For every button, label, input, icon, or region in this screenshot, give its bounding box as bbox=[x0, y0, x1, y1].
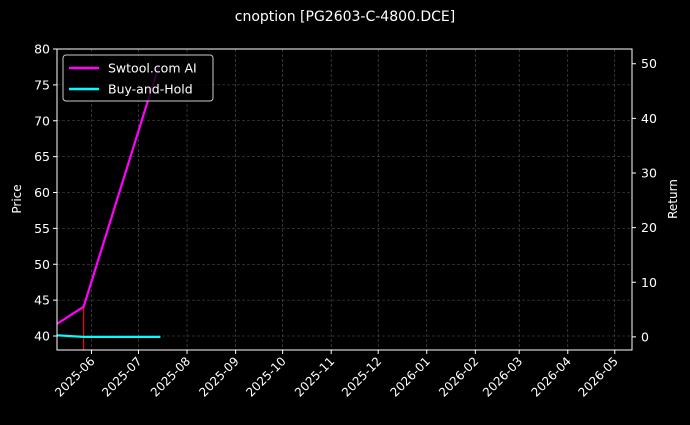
series-line-buy-and-hold bbox=[56, 334, 161, 338]
y-right-tick-label: 20 bbox=[641, 220, 657, 235]
y-left-tick-label: 65 bbox=[34, 149, 50, 164]
y-right-tick-label: 30 bbox=[641, 166, 657, 181]
y-right-tick-label: 0 bbox=[641, 329, 649, 344]
y-left-tick-label: 60 bbox=[34, 185, 50, 200]
legend: Swtool.com AI Buy-and-Hold bbox=[62, 54, 214, 102]
y-left-tick-label: 45 bbox=[34, 293, 50, 308]
plot-frame bbox=[56, 48, 633, 351]
y-left-tick-label: 40 bbox=[34, 329, 50, 344]
legend-label-swtool: Swtool.com AI bbox=[108, 61, 197, 76]
y-left-tick-label: 55 bbox=[34, 221, 50, 236]
y-axis-right-label: Return bbox=[666, 179, 680, 219]
series-lines bbox=[56, 65, 161, 338]
y-left-tick-label: 75 bbox=[34, 77, 50, 92]
y-left-tick-label: 50 bbox=[34, 257, 50, 272]
y-left-tick-label: 80 bbox=[34, 42, 50, 57]
legend-label-buy-and-hold: Buy-and-Hold bbox=[108, 82, 193, 97]
y-right-tick-label: 40 bbox=[641, 111, 657, 126]
y-axis-right: 0 10 20 30 40 50 bbox=[632, 56, 657, 344]
y-axis-left: 40 45 50 55 60 65 70 75 80 bbox=[34, 42, 57, 344]
chart-title: cnoption [PG2603-C-4800.DCE] bbox=[235, 9, 456, 25]
y-left-tick-label: 70 bbox=[34, 113, 50, 128]
series-line-swtool-com-ai bbox=[56, 65, 160, 325]
y-right-tick-label: 50 bbox=[641, 56, 657, 71]
y-right-tick-label: 10 bbox=[641, 275, 657, 290]
y-axis-left-label: Price bbox=[10, 184, 24, 213]
legend-box bbox=[62, 54, 214, 102]
